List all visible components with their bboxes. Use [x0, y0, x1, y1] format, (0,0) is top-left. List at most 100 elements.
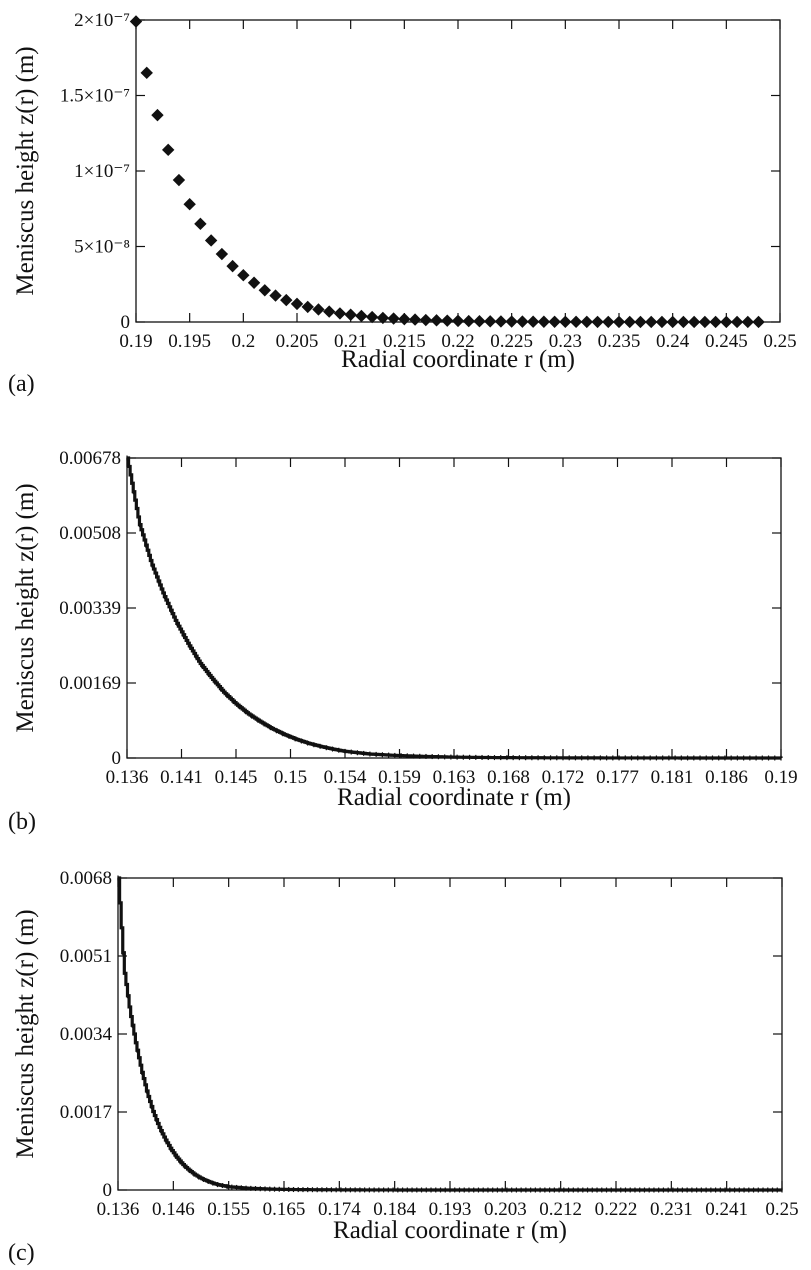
data-point	[698, 315, 712, 329]
x-tick-label: 0.203	[484, 1199, 527, 1220]
data-point	[301, 300, 314, 314]
chart-svg: 0.136 0.141 0.145 0.15 0.154 0.159 0.163 0.168 0…	[8, 448, 798, 835]
data-point	[215, 247, 229, 261]
data-point	[677, 315, 690, 329]
x-tick-label: 0.193	[429, 1199, 472, 1220]
data-point	[634, 315, 647, 329]
data-point	[451, 314, 465, 328]
data-point	[505, 315, 518, 328]
data-point	[484, 315, 497, 328]
x-axis-title: Radial coordinate r (m)	[341, 346, 575, 373]
data-point	[559, 315, 572, 329]
data-point	[204, 234, 218, 247]
data-point	[365, 310, 379, 324]
data-point	[709, 315, 722, 329]
x-tick-label: 0.146	[152, 1199, 195, 1220]
data-point	[172, 173, 186, 187]
x-tick-label: 0.205	[276, 331, 319, 352]
x-tick-label: 0.215	[383, 331, 426, 352]
data-point	[237, 268, 250, 282]
y-tick-label: 2×10⁻⁷	[74, 10, 130, 31]
data-point	[655, 315, 669, 329]
y-tick-label: 0.0051	[60, 946, 112, 967]
x-tick-label: 0.174	[318, 1199, 361, 1220]
panel-label: (b)	[8, 809, 36, 835]
data-point	[323, 305, 336, 318]
x-tick-label: 0.163	[433, 767, 476, 788]
x-tick-label: 0.186	[705, 767, 748, 788]
x-tick-label: 0.24	[656, 331, 690, 352]
data-point	[462, 314, 475, 328]
data-point	[666, 315, 679, 329]
data-point	[548, 315, 561, 328]
data-point	[140, 66, 153, 80]
data-point	[151, 108, 164, 122]
data-point	[645, 315, 658, 329]
y-tick-label: 0	[103, 1180, 113, 1201]
plot-frame	[126, 457, 782, 759]
chart-panel-b: 0.136 0.141 0.145 0.15 0.154 0.159 0.163 0.168 0…	[0, 438, 811, 838]
x-tick-label: 0.136	[106, 767, 149, 788]
data-point	[344, 308, 357, 321]
data-point	[419, 313, 432, 327]
data-point	[537, 315, 551, 328]
y-tick-label: 0.00678	[59, 448, 121, 469]
x-tick-label: 0.136	[97, 1199, 140, 1220]
chart-svg: 0.136 0.146 0.155 0.165 0.174 0.184 0.193 0.203…	[8, 868, 799, 1266]
data-point	[494, 315, 508, 328]
x-tick-label: 0.25	[765, 1199, 798, 1220]
data-point	[741, 315, 754, 329]
x-tick-label: 0.245	[705, 331, 748, 352]
data-point	[290, 297, 304, 311]
data-point	[376, 311, 390, 325]
x-tick-label: 0.225	[490, 331, 533, 352]
x-tick-label: 0.231	[650, 1199, 693, 1220]
x-tick-label: 0.145	[215, 767, 258, 788]
x-tick-label: 0.2	[231, 331, 255, 352]
data-point	[687, 315, 701, 329]
data-point	[408, 313, 422, 326]
data-point	[162, 143, 175, 157]
x-tick-label: 0.235	[598, 331, 641, 352]
data-point	[720, 315, 733, 329]
data-point	[602, 315, 615, 329]
data-point	[194, 217, 207, 231]
x-tick-label: 0.172	[542, 767, 585, 788]
data-point	[430, 314, 443, 327]
y-tick-label: 1.5×10⁻⁷	[60, 86, 130, 107]
x-tick-label: 0.159	[378, 767, 421, 788]
data-point	[441, 314, 454, 327]
x-tick-label: 0.154	[324, 767, 367, 788]
y-tick-label: 0.0017	[60, 1102, 112, 1123]
data-point	[333, 307, 347, 320]
data-point	[269, 289, 282, 302]
data-point	[473, 315, 486, 328]
y-tick-label: 0.0068	[60, 868, 112, 889]
x-tick-label: 0.184	[373, 1199, 416, 1220]
chart-panel-c: 0.136 0.146 0.155 0.165 0.174 0.184 0.193 0.203…	[0, 868, 811, 1270]
data-point	[591, 315, 604, 329]
data-point	[387, 312, 400, 325]
x-axis-title: Radial coordinate r (m)	[337, 784, 571, 811]
panel-label: (a)	[8, 371, 35, 397]
x-tick-label: 0.22	[441, 331, 474, 352]
x-tick-label: 0.19	[764, 767, 797, 788]
y-tick-label: 0.00339	[59, 598, 121, 619]
x-tick-label: 0.15	[274, 767, 307, 788]
data-point	[398, 312, 411, 326]
x-tick-label: 0.241	[705, 1199, 748, 1220]
x-tick-label: 0.21	[334, 331, 367, 352]
chart-svg: 0.19 0.195 0.2 0.205 0.21 0.215 0.22 0.225 0.23 0…	[8, 10, 797, 397]
y-tick-label: 0.00169	[59, 673, 121, 694]
data-point	[623, 315, 636, 329]
data-point	[580, 315, 593, 329]
plot-frame	[135, 19, 781, 323]
data-point	[280, 293, 293, 307]
data-point	[312, 303, 325, 316]
y-axis-title: Meniscus height z(r) (m)	[12, 483, 39, 732]
y-axis-title: Meniscus height z(r) (m)	[12, 909, 39, 1158]
y-tick-label: 0	[121, 312, 131, 333]
series-line	[126, 456, 783, 760]
data-point	[730, 315, 744, 329]
x-tick-label: 0.177	[596, 767, 639, 788]
